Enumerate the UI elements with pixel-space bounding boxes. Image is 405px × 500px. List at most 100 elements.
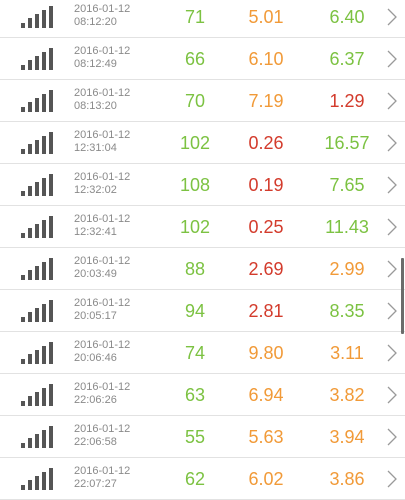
list-item[interactable]: 2016-01-12 20:05:17 94 2.81 8.35 (0, 290, 405, 332)
list-item[interactable]: 2016-01-12 12:32:41 102 0.25 11.43 (0, 206, 405, 248)
chevron-right-icon[interactable] (386, 470, 398, 488)
signal-bars-icon (21, 216, 53, 238)
value-1: 74 (184, 343, 206, 363)
timestamp-date: 2016-01-12 (74, 339, 131, 351)
timestamp: 2016-01-12 22:06:26 (74, 381, 130, 407)
value-3: 3.86 (329, 469, 365, 489)
timestamp-time: 22:07:27 (74, 478, 117, 490)
timestamp: 2016-01-12 12:32:02 (74, 171, 130, 197)
value-1: 71 (184, 7, 206, 27)
value-2: 5.01 (248, 7, 284, 27)
value-1: 108 (179, 175, 211, 195)
list-item[interactable]: 2016-01-12 22:06:26 63 6.94 3.82 (0, 374, 405, 416)
value-3: 6.40 (329, 7, 365, 27)
signal-bars-icon (21, 468, 53, 490)
timestamp-date: 2016-01-12 (74, 171, 131, 183)
value-1: 70 (184, 91, 206, 111)
timestamp: 2016-01-12 20:03:49 (74, 255, 130, 281)
list-item[interactable]: 2016-01-12 22:06:58 55 5.63 3.94 (0, 416, 405, 458)
signal-bars-icon (21, 48, 53, 70)
timestamp: 2016-01-12 22:07:27 (74, 465, 130, 491)
chevron-right-icon[interactable] (386, 92, 398, 110)
value-3: 11.43 (325, 217, 369, 237)
timestamp-time: 20:03:49 (74, 268, 117, 280)
value-2: 5.63 (248, 427, 284, 447)
value-2: 2.69 (248, 259, 284, 279)
signal-bars-icon (21, 6, 53, 28)
timestamp-date: 2016-01-12 (74, 423, 131, 435)
timestamp: 2016-01-12 08:12:49 (74, 45, 130, 71)
list-item[interactable]: 2016-01-12 20:03:49 88 2.69 2.99 (0, 248, 405, 290)
value-3: 7.65 (329, 175, 365, 195)
value-2: 0.25 (248, 217, 284, 237)
value-2: 0.26 (248, 133, 284, 153)
list-item[interactable]: 2016-01-12 12:31:04 102 0.26 16.57 (0, 122, 405, 164)
chevron-right-icon[interactable] (386, 8, 398, 26)
value-3: 3.94 (329, 427, 365, 447)
timestamp: 2016-01-12 20:06:46 (74, 339, 130, 365)
list-item[interactable]: 2016-01-12 08:12:20 71 5.01 6.40 (0, 0, 405, 38)
timestamp: 2016-01-12 22:06:58 (74, 423, 130, 449)
timestamp-time: 20:06:46 (74, 352, 117, 364)
value-1: 62 (184, 469, 206, 489)
timestamp-time: 08:12:49 (74, 58, 117, 70)
timestamp-time: 22:06:26 (74, 394, 117, 406)
value-1: 88 (184, 259, 206, 279)
chevron-right-icon[interactable] (386, 176, 398, 194)
timestamp-time: 12:32:02 (74, 184, 117, 196)
timestamp-date: 2016-01-12 (74, 3, 131, 15)
value-3: 8.35 (329, 301, 365, 321)
value-3: 16.57 (324, 133, 370, 153)
signal-bars-icon (21, 384, 53, 406)
list-item[interactable]: 2016-01-12 22:07:27 62 6.02 3.86 (0, 458, 405, 500)
timestamp-date: 2016-01-12 (74, 213, 131, 225)
value-3: 3.82 (329, 385, 365, 405)
value-2: 9.80 (248, 343, 284, 363)
timestamp-time: 08:12:20 (74, 16, 117, 28)
scrollbar-thumb[interactable] (401, 258, 404, 334)
timestamp-date: 2016-01-12 (74, 465, 131, 477)
timestamp-date: 2016-01-12 (74, 255, 131, 267)
value-1: 94 (184, 301, 206, 321)
signal-bars-icon (21, 300, 53, 322)
chevron-right-icon[interactable] (386, 302, 398, 320)
timestamp-time: 12:31:04 (74, 142, 117, 154)
value-2: 6.94 (248, 385, 284, 405)
timestamp-time: 12:32:41 (74, 226, 117, 238)
timestamp: 2016-01-12 12:32:41 (74, 213, 130, 239)
signal-bars-icon (21, 90, 53, 112)
timestamp: 2016-01-12 12:31:04 (74, 129, 130, 155)
value-1: 55 (184, 427, 206, 447)
chevron-right-icon[interactable] (386, 344, 398, 362)
chevron-right-icon[interactable] (386, 428, 398, 446)
value-1: 102 (179, 133, 211, 153)
value-3: 2.99 (329, 259, 365, 279)
timestamp: 2016-01-12 08:12:20 (74, 3, 130, 29)
signal-bars-icon (21, 174, 53, 196)
timestamp-date: 2016-01-12 (74, 45, 131, 57)
timestamp-time: 20:05:17 (74, 310, 117, 322)
chevron-right-icon[interactable] (386, 134, 398, 152)
value-1: 66 (184, 49, 206, 69)
value-1: 102 (179, 217, 211, 237)
list-item[interactable]: 2016-01-12 08:12:49 66 6.10 6.37 (0, 38, 405, 80)
chevron-right-icon[interactable] (386, 50, 398, 68)
timestamp-time: 08:13:20 (74, 100, 117, 112)
value-2: 7.19 (248, 91, 284, 111)
timestamp: 2016-01-12 08:13:20 (74, 87, 130, 113)
chevron-right-icon[interactable] (386, 218, 398, 236)
list-item[interactable]: 2016-01-12 20:06:46 74 9.80 3.11 (0, 332, 405, 374)
signal-bars-icon (21, 132, 53, 154)
value-2: 2.81 (248, 301, 284, 321)
chevron-right-icon[interactable] (386, 386, 398, 404)
value-2: 0.19 (248, 175, 284, 195)
list-item[interactable]: 2016-01-12 12:32:02 108 0.19 7.65 (0, 164, 405, 206)
value-2: 6.02 (248, 469, 284, 489)
chevron-right-icon[interactable] (386, 260, 398, 278)
list-item[interactable]: 2016-01-12 08:13:20 70 7.19 1.29 (0, 80, 405, 122)
timestamp-date: 2016-01-12 (74, 297, 131, 309)
timestamp-date: 2016-01-12 (74, 87, 131, 99)
signal-bars-icon (21, 426, 53, 448)
timestamp: 2016-01-12 20:05:17 (74, 297, 130, 323)
